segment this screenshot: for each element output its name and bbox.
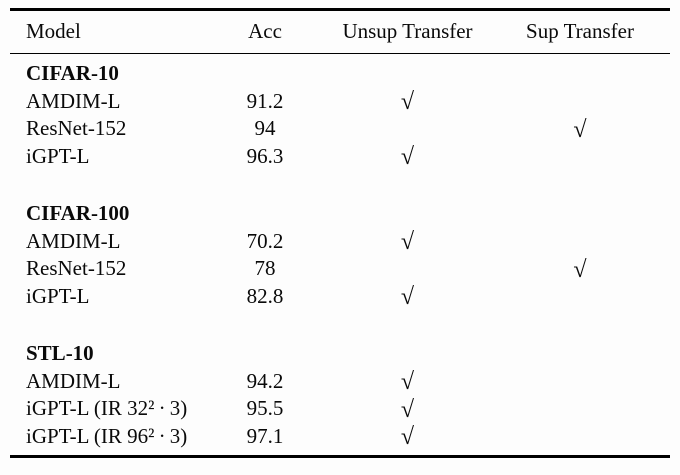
section-title: STL-10: [26, 341, 94, 366]
results-table: Model Acc Unsup Transfer Sup Transfer CI…: [10, 8, 670, 458]
unsup-check-icon: √: [400, 144, 415, 171]
unsup-check-icon: √: [400, 229, 415, 256]
table-row: AMDIM-L 94.2 √: [10, 368, 670, 396]
table-header-row: Model Acc Unsup Transfer Sup Transfer: [10, 11, 670, 53]
section-title: CIFAR-100: [26, 201, 130, 226]
model-cell: iGPT-L: [26, 143, 90, 168]
sup-transfer-cell: √: [515, 256, 645, 283]
sup-check-icon: √: [573, 256, 587, 283]
unsup-transfer-cell: √: [300, 284, 515, 311]
table-row: iGPT-L (IR 96² · 3) 97.1 √: [10, 423, 670, 451]
unsup-check-icon: √: [400, 284, 415, 311]
model-cell: iGPT-L (IR 96² · 3): [26, 423, 188, 448]
acc-cell: 78: [254, 256, 276, 281]
table-row: iGPT-L 82.8 √: [10, 283, 670, 311]
section-gap: [10, 310, 670, 340]
unsup-transfer-cell: √: [300, 396, 515, 423]
unsup-transfer-cell: √: [300, 89, 515, 116]
col-header-sup-transfer: Sup Transfer: [526, 19, 634, 43]
section-header-row: STL-10: [10, 340, 670, 368]
model-cell: AMDIM-L: [26, 368, 121, 393]
col-header-unsup-transfer: Unsup Transfer: [342, 19, 473, 43]
table-body: CIFAR-10 AMDIM-L 91.2 √ ResNet-152 94 √ iGPT-L 9…: [10, 54, 670, 455]
section-header-row: CIFAR-10: [10, 60, 670, 88]
acc-cell: 94.2: [246, 368, 284, 393]
table-row: AMDIM-L 70.2 √: [10, 228, 670, 256]
acc-cell: 95.5: [246, 396, 284, 421]
acc-cell: 94: [254, 116, 276, 141]
model-cell: ResNet-152: [26, 256, 127, 281]
section-header-row: CIFAR-100: [10, 200, 670, 228]
unsup-transfer-cell: √: [300, 369, 515, 396]
acc-cell: 96.3: [246, 143, 284, 168]
acc-cell: 82.8: [246, 283, 284, 308]
acc-cell: 91.2: [246, 88, 284, 113]
model-cell: AMDIM-L: [26, 88, 121, 113]
table-row: ResNet-152 78 √: [10, 255, 670, 283]
unsup-check-icon: √: [400, 89, 415, 116]
unsup-transfer-cell: √: [300, 424, 515, 451]
acc-cell: 97.1: [246, 423, 284, 448]
sup-transfer-cell: √: [515, 116, 645, 143]
section-gap: [10, 170, 670, 200]
table-header-rule: [10, 52, 670, 54]
col-header-acc: Acc: [248, 19, 282, 43]
model-cell: ResNet-152: [26, 116, 127, 141]
unsup-check-icon: √: [400, 369, 415, 396]
table-row: iGPT-L 96.3 √: [10, 143, 670, 171]
table-row: ResNet-152 94 √: [10, 115, 670, 143]
model-cell: iGPT-L: [26, 283, 90, 308]
table-row: AMDIM-L 91.2 √: [10, 88, 670, 116]
section-title: CIFAR-10: [26, 61, 119, 86]
col-header-model: Model: [26, 19, 81, 43]
table-bottom-rule: [10, 455, 670, 458]
unsup-check-icon: √: [400, 424, 415, 451]
acc-cell: 70.2: [246, 228, 284, 253]
unsup-check-icon: √: [400, 396, 415, 423]
sup-check-icon: √: [573, 116, 587, 143]
table-top-rule: [10, 8, 670, 11]
model-cell: iGPT-L (IR 32² · 3): [26, 396, 188, 421]
model-cell: AMDIM-L: [26, 228, 121, 253]
table-row: iGPT-L (IR 32² · 3) 95.5 √: [10, 395, 670, 423]
unsup-transfer-cell: √: [300, 144, 515, 171]
unsup-transfer-cell: √: [300, 229, 515, 256]
